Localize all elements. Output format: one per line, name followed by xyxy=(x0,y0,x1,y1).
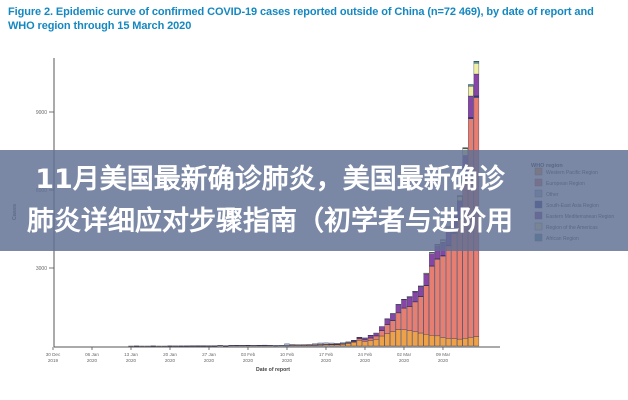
bar-segment-europe xyxy=(373,335,379,340)
chart-text: 24 Feb xyxy=(358,352,373,357)
chart-text: 2019 xyxy=(48,358,59,363)
bar-segment-europe xyxy=(445,245,452,339)
chart-text: 30 Dec xyxy=(46,352,61,357)
bar-segment-eastern_mediterranean xyxy=(390,313,396,321)
bar-segment-americas xyxy=(468,85,474,97)
chart-text: 20 Jan xyxy=(163,352,177,357)
chart-text: 2020 xyxy=(126,358,137,363)
bar-segment-other xyxy=(312,343,318,345)
chart-text: 9000 xyxy=(36,110,47,116)
bar-segment-western_pacific xyxy=(473,336,480,347)
bar-segment-other xyxy=(284,343,290,346)
bar-segment-europe xyxy=(390,320,396,332)
bar-segment-eastern_mediterranean xyxy=(423,273,429,286)
bar-segment-western_pacific xyxy=(406,330,413,347)
bar-segment-western_pacific xyxy=(362,341,368,347)
bar-segment-other xyxy=(340,342,346,344)
chart-text: 02 Mar xyxy=(397,352,412,357)
chart-text: 2020 xyxy=(360,358,371,363)
chart-text: 3000 xyxy=(36,266,47,272)
chart-text: 2020 xyxy=(438,358,449,363)
bar-segment-europe xyxy=(429,266,435,336)
bar-segment-eastern_mediterranean xyxy=(429,253,435,267)
bar-segment-eastern_mediterranean xyxy=(379,326,385,331)
bar-segment-eastern_mediterranean xyxy=(395,304,402,313)
bar-segment-western_pacific xyxy=(390,331,396,347)
chart-text: 2020 xyxy=(204,358,215,363)
bar-segment-europe xyxy=(395,312,402,330)
bar-segment-eastern_mediterranean xyxy=(401,299,407,309)
bar-segment-western_pacific xyxy=(445,338,452,347)
chart-text: 06 Jan xyxy=(85,352,99,357)
bar-segment-europe xyxy=(384,324,390,334)
bar-segment-western_pacific xyxy=(418,332,424,347)
bar-segment-europe xyxy=(418,296,424,334)
bar-segment-western_pacific xyxy=(462,338,468,347)
bar-segment-americas xyxy=(473,62,480,75)
bar-segment-eastern_mediterranean xyxy=(473,73,480,97)
chart-text: 27 Jan xyxy=(202,352,216,357)
bar-segment-eastern_mediterranean xyxy=(412,291,418,302)
bar-segment-western_pacific xyxy=(468,336,474,347)
bar-segment-south_east_asia xyxy=(473,95,480,98)
bar-segment-western_pacific xyxy=(384,333,390,347)
bar-segment-western_pacific xyxy=(451,338,457,347)
overlay-banner: 11月美国最新确诊肺炎，美国最新确诊 肺炎详细应对步骤指南（初学者与进阶用 xyxy=(0,150,628,251)
bar-segment-south_east_asia xyxy=(468,117,474,119)
bar-segment-western_pacific xyxy=(429,335,435,347)
chart-text: 2020 xyxy=(282,358,293,363)
bar-segment-europe xyxy=(406,306,413,331)
bar-segment-western_pacific xyxy=(345,343,351,347)
overlay-text-line2: 肺炎详细应对步骤指南（初学者与进阶用 xyxy=(27,205,513,237)
chart-text: 03 Feb xyxy=(241,352,256,357)
chart-text: 10 Feb xyxy=(280,352,295,357)
chart-text: 2020 xyxy=(165,358,176,363)
chart-text: 2020 xyxy=(399,358,410,363)
bar-segment-western_pacific xyxy=(351,342,357,347)
bar-segment-eastern_mediterranean xyxy=(373,332,379,336)
bar-segment-western_pacific xyxy=(440,337,446,347)
bar-segment-western_pacific xyxy=(401,329,407,347)
bar-segment-western_pacific xyxy=(457,338,463,347)
chart-text: 2020 xyxy=(87,358,98,363)
overlay-text-line1: 11月美国最新确诊肺炎，美国最新确诊 xyxy=(35,163,505,195)
bar-segment-western_pacific xyxy=(356,340,363,347)
chart-text: 13 Jan xyxy=(124,352,138,357)
bar-segment-europe xyxy=(423,285,429,335)
x-axis-title: Date of report xyxy=(256,367,290,373)
bar-segment-eastern_mediterranean xyxy=(367,335,374,339)
bar-segment-eastern_mediterranean xyxy=(418,286,424,297)
bar-segment-eastern_mediterranean xyxy=(468,95,474,118)
bar-segment-other xyxy=(334,343,340,345)
bar-segment-eastern_mediterranean xyxy=(406,297,413,307)
bar-segment-western_pacific xyxy=(412,331,418,347)
bar-segment-europe xyxy=(434,258,441,337)
bar-segment-europe xyxy=(412,301,418,333)
figure-title: Figure 2. Epidemic curve of confirmed CO… xyxy=(8,6,594,32)
chart-text: 09 Mar xyxy=(436,352,451,357)
bar-segment-western_pacific xyxy=(367,340,374,347)
bar-segment-europe xyxy=(367,337,374,341)
bar-segment-europe xyxy=(401,307,407,330)
bar-segment-other xyxy=(317,342,324,345)
bar-segment-western_pacific xyxy=(340,343,346,347)
chart-text: 2020 xyxy=(243,358,254,363)
bar-segment-western_pacific xyxy=(434,335,441,347)
bar-segment-europe xyxy=(379,330,385,337)
bar-segment-other xyxy=(323,342,329,345)
bar-segment-europe xyxy=(440,255,446,338)
bar-segment-western_pacific xyxy=(379,335,385,347)
bar-segment-western_pacific xyxy=(423,334,429,347)
bar-segment-other xyxy=(345,341,351,343)
bar-segment-other xyxy=(328,342,335,345)
bar-segment-western_pacific xyxy=(395,329,402,347)
bar-segment-western_pacific xyxy=(373,339,379,347)
bar-segment-eastern_mediterranean xyxy=(384,318,390,325)
chart-text: 17 Feb xyxy=(319,352,334,357)
chart-text: 2020 xyxy=(321,358,332,363)
